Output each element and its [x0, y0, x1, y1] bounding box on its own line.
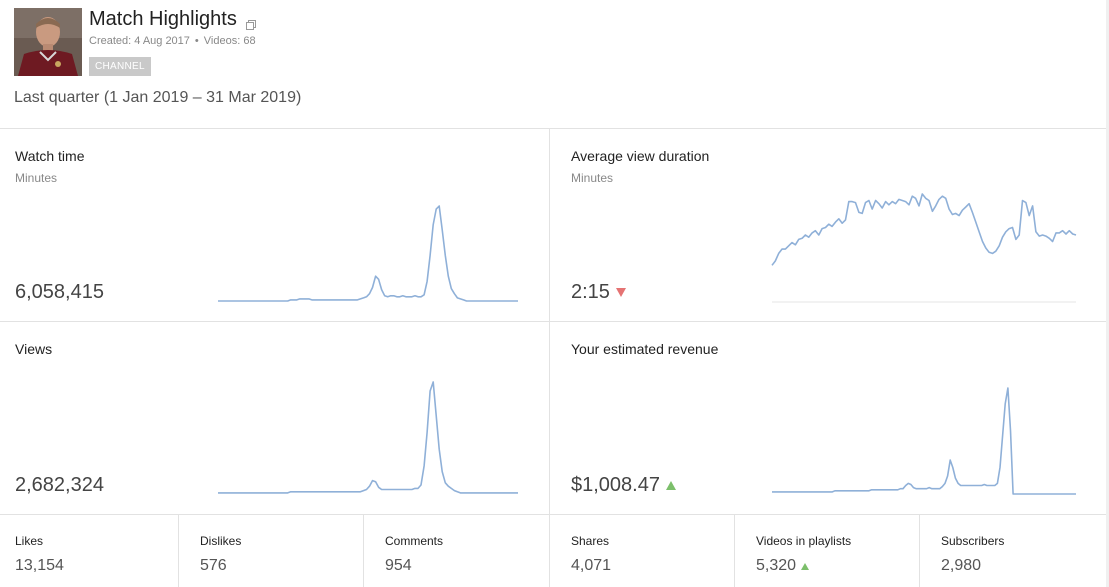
avg-view-duration-sparkline — [771, 193, 1077, 303]
watch-time-sparkline — [218, 205, 518, 302]
channel-avatar[interactable] — [14, 8, 82, 76]
avg-view-duration-value: 2:15 — [571, 281, 626, 304]
divider — [0, 321, 1106, 322]
divider — [549, 129, 550, 515]
views-card[interactable]: Views 2,682,324 — [15, 341, 535, 506]
revenue-sparkline — [772, 387, 1076, 495]
stat-label: Videos in playlists — [756, 534, 852, 548]
separator-dot: • — [194, 35, 199, 47]
sparkline-series — [218, 205, 518, 302]
divider — [178, 515, 179, 587]
divider — [734, 515, 735, 587]
revenue-value: $1,008.47 — [571, 474, 676, 497]
stat-label: Shares — [571, 534, 610, 548]
stat-label: Subscribers — [941, 534, 1005, 548]
stat-value: 4,071 — [571, 557, 612, 574]
channel-badge: CHANNEL — [89, 57, 151, 76]
card-title: Your estimated revenue — [571, 341, 719, 357]
sparkline-series — [772, 387, 1076, 495]
views-value: 2,682,324 — [15, 474, 104, 496]
channel-header: Match Highlights Created: 4 Aug 2017 • Vid… — [0, 0, 1109, 129]
divider — [0, 514, 1106, 515]
watch-time-value: 6,058,415 — [15, 281, 104, 303]
sparkline-series — [771, 193, 1077, 266]
card-title: Views — [15, 341, 53, 357]
stat-likes[interactable]: Likes 13,154 — [15, 534, 64, 575]
divider — [0, 128, 1106, 129]
views-sparkline — [218, 381, 518, 494]
trend-down-icon — [615, 288, 626, 297]
stat-value: 5,320 — [756, 557, 851, 575]
divider — [549, 515, 550, 587]
created-date: Created: 4 Aug 2017 — [89, 35, 190, 47]
sparkline-series — [218, 381, 518, 494]
stat-value: 2,980 — [941, 557, 982, 574]
stat-label: Likes — [15, 534, 44, 548]
stat-videos-in-playlists[interactable]: Videos in playlists 5,320 — [756, 534, 851, 575]
stat-value: 576 — [200, 557, 227, 574]
divider — [363, 515, 364, 587]
divider — [919, 515, 920, 587]
stat-comments[interactable]: Comments 954 — [385, 534, 443, 575]
avg-view-duration-card[interactable]: Average view duration Minutes 2:15 — [571, 148, 1091, 313]
trend-up-icon — [665, 481, 676, 490]
stat-dislikes[interactable]: Dislikes 576 — [200, 534, 241, 575]
stat-label: Comments — [385, 534, 444, 548]
card-subtitle: Minutes — [571, 171, 614, 185]
channel-title-row: Match Highlights — [89, 8, 257, 31]
trend-up-icon — [801, 562, 810, 570]
card-title: Watch time — [15, 148, 85, 164]
channel-meta: Created: 4 Aug 2017 • Videos: 68 — [89, 35, 256, 47]
stat-value: 13,154 — [15, 557, 64, 574]
revenue-card[interactable]: Your estimated revenue $1,008.47 — [571, 341, 1091, 506]
watch-time-card[interactable]: Watch time Minutes 6,058,415 — [15, 148, 535, 313]
stat-label: Dislikes — [200, 534, 242, 548]
stat-subscribers[interactable]: Subscribers 2,980 — [941, 534, 1004, 575]
video-count: Videos: 68 — [203, 35, 256, 47]
stat-shares[interactable]: Shares 4,071 — [571, 534, 611, 575]
scrollbar[interactable] — [1106, 0, 1109, 587]
date-range[interactable]: Last quarter (1 Jan 2019 – 31 Mar 2019) — [14, 89, 302, 106]
card-title: Average view duration — [571, 148, 710, 164]
card-subtitle: Minutes — [15, 171, 58, 185]
channel-title[interactable]: Match Highlights — [89, 8, 237, 30]
external-link-icon[interactable] — [245, 14, 257, 30]
stat-value: 954 — [385, 557, 412, 574]
